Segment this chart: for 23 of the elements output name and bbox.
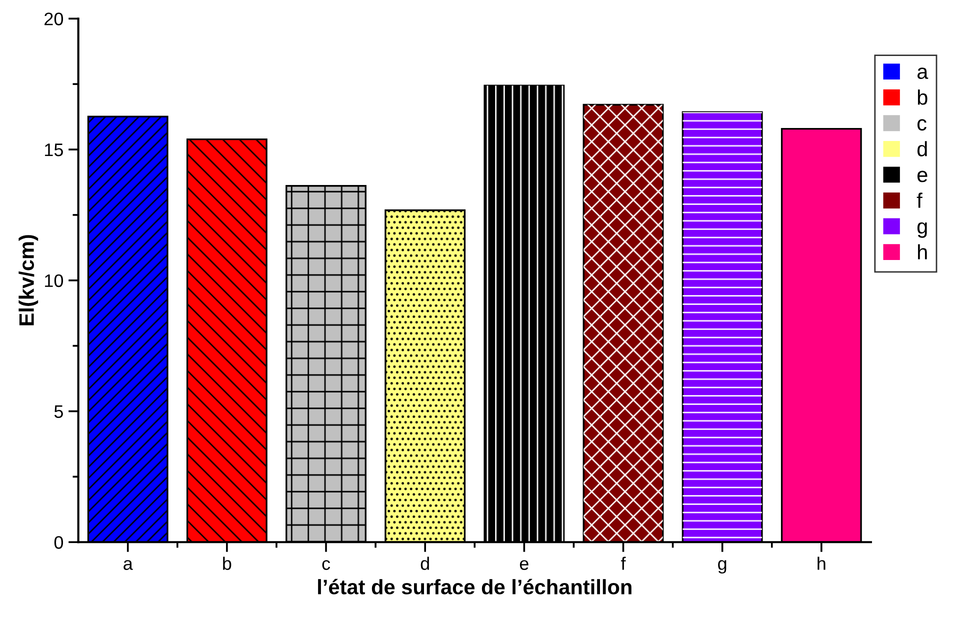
legend-label: d (917, 141, 927, 156)
legend-label: c (917, 119, 926, 131)
y-axis-title: El(kv/cm) (18, 235, 38, 326)
x-tick-label: a (124, 560, 133, 570)
legend-label: b (918, 90, 928, 105)
legend-label: f (916, 192, 922, 208)
x-tick-label: g (718, 560, 726, 574)
legend-label: e (917, 170, 928, 182)
x-tick-label: f (621, 556, 626, 570)
y-tick-label: 15 (45, 144, 63, 156)
x-tick-label: d (420, 556, 429, 570)
x-axis-title: l’état de surface de l’échantillon (318, 578, 632, 594)
y-tick-label: 5 (54, 405, 63, 418)
legend-label: h (918, 244, 927, 260)
legend-label: a (917, 68, 928, 80)
x-tick-label: e (520, 560, 528, 570)
legend-label: g (917, 222, 927, 238)
y-tick-label: 10 (45, 274, 64, 288)
y-tick-label: 0 (54, 536, 64, 549)
x-tick-label: c (322, 560, 330, 570)
x-tick-label: b (223, 556, 232, 570)
x-tick-label: h (818, 556, 826, 570)
y-tick-label: 20 (44, 12, 64, 26)
